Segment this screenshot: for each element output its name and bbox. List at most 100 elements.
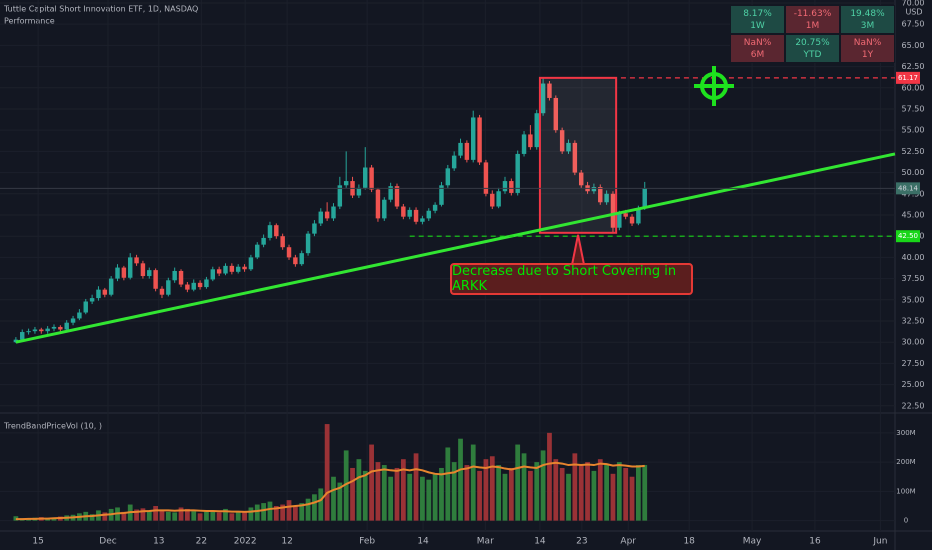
candle-body — [286, 247, 292, 258]
volume-bar — [343, 450, 349, 521]
volume-bar — [375, 462, 381, 521]
candle-body — [591, 187, 597, 192]
candle-body — [375, 189, 381, 219]
volume-bar — [159, 509, 165, 521]
x-tick-label: Feb — [359, 537, 375, 547]
volume-bar — [407, 473, 413, 521]
performance-table: 8.17% 1W -11.63% 1M 19.48% 3M NaN% 6M 20.75% YTD N… — [730, 5, 895, 63]
candle-body — [521, 134, 527, 154]
y-tick-label: 40.00 — [902, 253, 925, 262]
volume-bar — [191, 511, 197, 521]
volume-bar — [515, 444, 521, 521]
performance-cell: 8.17% 1W — [730, 5, 785, 34]
performance-cell: -11.63% 1M — [785, 5, 840, 34]
volume-bar — [185, 508, 190, 521]
candle-body — [235, 266, 241, 272]
volume-bar — [458, 438, 463, 521]
candle-body — [629, 216, 635, 224]
volume-bar — [286, 500, 292, 521]
average-line — [15, 461, 645, 521]
candle-body — [89, 298, 95, 302]
candle-body — [223, 265, 228, 274]
y-tick-label: 57.50 — [902, 104, 925, 113]
candle-body — [96, 289, 101, 299]
indicator-title: TrendBandPriceVol (10, ) — [3, 422, 102, 431]
y-tick-label: 25.00 — [902, 380, 925, 389]
candle-body — [623, 213, 628, 217]
candle-body — [305, 233, 311, 254]
candle-body — [559, 130, 565, 152]
volume-bar — [578, 465, 584, 521]
volume-bar — [528, 470, 533, 521]
volume-bar — [216, 512, 222, 521]
performance-period: 1M — [805, 20, 820, 31]
volume-bar — [337, 482, 343, 521]
level-label-bg — [896, 71, 920, 84]
volume-bar — [312, 494, 317, 521]
candle-body — [401, 206, 406, 217]
candle-body — [407, 209, 412, 217]
volume-bar — [559, 467, 565, 521]
price-label: 48.14 — [898, 184, 919, 192]
candle-body — [394, 186, 400, 207]
candle-body — [58, 326, 63, 330]
candle-body — [32, 329, 38, 332]
candle-body — [388, 186, 393, 200]
volume-bar — [172, 512, 178, 521]
volume-bar — [242, 512, 247, 521]
y-tick-label: 50.00 — [902, 168, 925, 177]
candle-body — [204, 279, 209, 288]
performance-period: YTD — [803, 49, 822, 60]
candle-body — [83, 301, 88, 313]
candle-body — [445, 168, 451, 186]
candle-body — [509, 181, 514, 193]
volume-bar — [477, 470, 482, 521]
candle-body — [528, 134, 533, 148]
volume-bar — [432, 473, 438, 521]
performance-cell: 20.75% YTD — [785, 34, 840, 63]
volume-bar — [635, 465, 641, 521]
volume-bar — [292, 506, 298, 521]
volume-bar — [362, 470, 368, 521]
candle-body — [51, 326, 57, 329]
volume-bar — [324, 424, 330, 521]
candle-body — [159, 288, 165, 295]
performance-value: NaN% — [743, 37, 772, 48]
candle-body — [242, 266, 247, 270]
candle-body — [553, 97, 559, 131]
candle-body — [261, 237, 266, 245]
volume-bar — [102, 512, 108, 521]
x-tick-label: Jun — [872, 537, 887, 547]
candle-body — [636, 208, 641, 224]
performance-value: 8.17% — [743, 8, 772, 19]
volume-bar — [318, 488, 324, 521]
y-tick-label: 300M — [896, 429, 915, 437]
x-tick-label: Apr — [620, 537, 636, 547]
x-tick-label: 22 — [196, 537, 207, 547]
x-tick-label: May — [743, 537, 762, 547]
volume-bar — [121, 511, 127, 521]
volume-bar — [439, 467, 444, 521]
volume-bar — [381, 465, 387, 521]
volume-bar — [394, 467, 400, 521]
candle-body — [166, 280, 171, 295]
volume-bar — [572, 453, 578, 521]
performance-value: -11.63% — [793, 8, 832, 19]
volume-bar — [508, 467, 514, 521]
x-tick-label: Mar — [477, 537, 494, 547]
y-tick-label: 37.50 — [902, 274, 925, 283]
highlight-box — [538, 76, 618, 234]
candle-body — [185, 284, 190, 290]
candle-body — [108, 278, 114, 295]
y-tick-label: 67.50 — [902, 20, 925, 29]
candle-body — [578, 172, 584, 186]
volume-bar — [489, 456, 495, 521]
volume-bar — [534, 462, 540, 521]
candle-body — [267, 225, 273, 238]
volume-bar — [445, 447, 451, 521]
volume-bar — [140, 508, 146, 521]
volume-bar — [642, 465, 648, 521]
level-label: 42.50 — [898, 232, 918, 240]
y-tick-label: 27.50 — [902, 359, 925, 368]
